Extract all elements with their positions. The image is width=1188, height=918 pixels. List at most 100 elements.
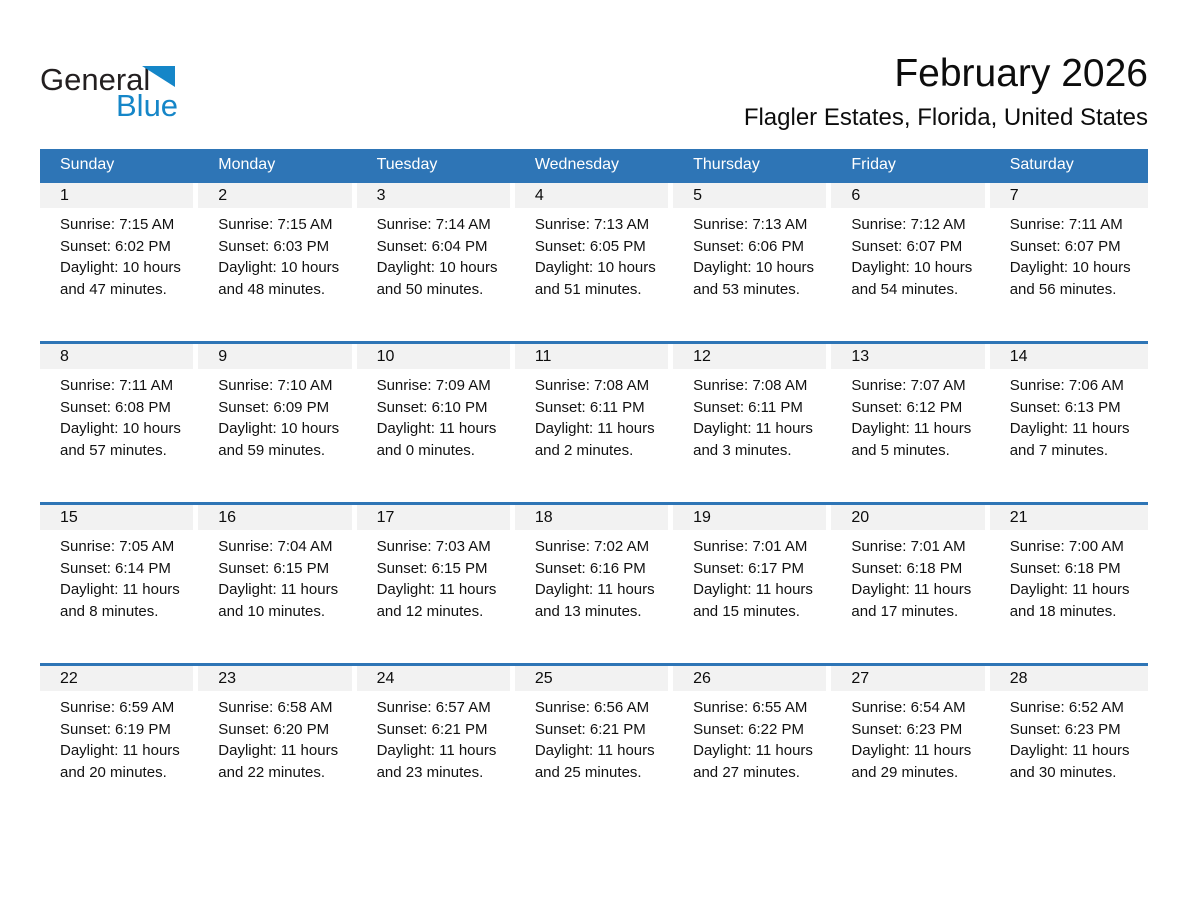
- week-row: 15 Sunrise: 7:05 AM Sunset: 6:14 PM Dayligh…: [40, 503, 1148, 665]
- weekday-header-row: Sunday Monday Tuesday Wednesday Thursday Frid…: [40, 149, 1148, 182]
- sunset-text: Sunset: 6:23 PM: [1009, 720, 1121, 738]
- weekday-header-saturday: Saturday: [989, 149, 1148, 182]
- sunset-text: Sunset: 6:07 PM: [1009, 237, 1121, 255]
- daylight-minutes-text: and 54 minutes.: [851, 280, 959, 298]
- day-number: 16: [198, 505, 352, 530]
- daylight-minutes-text: and 5 minutes.: [851, 441, 950, 459]
- daylight-minutes-text: and 53 minutes.: [693, 280, 800, 298]
- day-info: Sunrise: 7:10 AM Sunset: 6:09 PM Daylight:…: [198, 369, 356, 461]
- day-number: 8: [40, 344, 194, 369]
- day-info: Sunrise: 7:09 AM Sunset: 6:10 PM Daylight:…: [357, 369, 515, 461]
- day-cell-4: 4 Sunrise: 7:13 AM Sunset: 6:05 PM Daylight…: [514, 182, 673, 343]
- daylight-hours-text: Daylight: 11 hours: [1009, 581, 1130, 598]
- title-block: February 2026 Flagler Estates, Florida, …: [260, 52, 1148, 131]
- daylight-hours-text: Daylight: 11 hours: [693, 581, 813, 598]
- daylight-minutes-text: and 0 minutes.: [376, 441, 475, 459]
- sunrise-text: Sunrise: 6:56 AM: [534, 699, 650, 716]
- day-cell-1: 1 Sunrise: 7:15 AM Sunset: 6:02 PM Daylight…: [40, 182, 198, 343]
- logo-text-blue: Blue: [116, 88, 179, 123]
- daylight-hours-text: Daylight: 10 hours: [534, 259, 656, 276]
- daylight-hours-text: Daylight: 11 hours: [218, 742, 339, 759]
- sunrise-text: Sunrise: 7:08 AM: [693, 377, 808, 394]
- day-info: Sunrise: 6:56 AM Sunset: 6:21 PM Daylight:…: [515, 691, 673, 783]
- daylight-minutes-text: and 56 minutes.: [1009, 280, 1117, 298]
- sunrise-text: Sunrise: 6:54 AM: [851, 699, 966, 716]
- sunrise-text: Sunrise: 7:00 AM: [1009, 538, 1124, 555]
- sunset-text: Sunset: 6:18 PM: [1009, 559, 1121, 577]
- daylight-hours-text: Daylight: 11 hours: [851, 420, 972, 437]
- day-cell-21: 21 Sunrise: 7:00 AM Sunset: 6:18 PM Dayligh…: [989, 504, 1148, 665]
- weekday-header-monday: Monday: [198, 149, 357, 182]
- daylight-minutes-text: and 2 minutes.: [534, 441, 634, 459]
- day-info: Sunrise: 7:01 AM Sunset: 6:17 PM Daylight:…: [673, 530, 831, 622]
- sunrise-text: Sunrise: 7:15 AM: [60, 216, 175, 233]
- daylight-minutes-text: and 23 minutes.: [376, 763, 484, 781]
- page-title: February 2026: [894, 52, 1148, 95]
- daylight-hours-text: Daylight: 11 hours: [534, 581, 655, 598]
- day-info: Sunrise: 7:06 AM Sunset: 6:13 PM Daylight:…: [990, 369, 1148, 461]
- sunset-text: Sunset: 6:22 PM: [693, 720, 805, 738]
- day-cell-8: 8 Sunrise: 7:11 AM Sunset: 6:08 PM Daylight…: [40, 343, 198, 504]
- sunrise-text: Sunrise: 7:01 AM: [693, 538, 808, 555]
- day-number: 21: [989, 505, 1148, 530]
- sunset-text: Sunset: 6:23 PM: [851, 720, 963, 738]
- daylight-hours-text: Daylight: 11 hours: [1009, 420, 1130, 437]
- day-info: Sunrise: 7:08 AM Sunset: 6:11 PM Daylight:…: [673, 369, 831, 461]
- sunrise-text: Sunrise: 6:57 AM: [376, 699, 491, 716]
- day-info: Sunrise: 7:15 AM Sunset: 6:02 PM Daylight:…: [40, 208, 198, 300]
- sunrise-text: Sunrise: 7:12 AM: [851, 216, 966, 233]
- sunset-text: Sunset: 6:07 PM: [851, 237, 963, 255]
- daylight-minutes-text: and 27 minutes.: [693, 763, 800, 781]
- day-cell-12: 12 Sunrise: 7:08 AM Sunset: 6:11 PM Dayligh…: [673, 343, 831, 504]
- day-cell-14: 14 Sunrise: 7:06 AM Sunset: 6:13 PM Dayligh…: [989, 343, 1148, 504]
- day-number: 20: [831, 505, 985, 530]
- day-info: Sunrise: 7:01 AM Sunset: 6:18 PM Daylight:…: [831, 530, 989, 622]
- sunset-text: Sunset: 6:04 PM: [376, 237, 488, 255]
- day-number: 9: [198, 344, 352, 369]
- daylight-minutes-text: and 12 minutes.: [376, 602, 484, 620]
- day-number: 5: [673, 183, 827, 208]
- day-cell-19: 19 Sunrise: 7:01 AM Sunset: 6:17 PM Dayligh…: [673, 504, 831, 665]
- sunset-text: Sunset: 6:15 PM: [218, 559, 330, 577]
- day-cell-20: 20 Sunrise: 7:01 AM Sunset: 6:18 PM Dayligh…: [831, 504, 989, 665]
- day-info: Sunrise: 7:14 AM Sunset: 6:04 PM Daylight:…: [357, 208, 515, 300]
- day-number: 3: [356, 183, 510, 208]
- day-cell-3: 3 Sunrise: 7:14 AM Sunset: 6:04 PM Daylight…: [356, 182, 515, 343]
- sunrise-text: Sunrise: 7:13 AM: [693, 216, 808, 233]
- daylight-minutes-text: and 20 minutes.: [60, 763, 167, 781]
- page-subtitle: Flagler Estates, Florida, United States: [743, 103, 1148, 131]
- weekday-header-thursday: Thursday: [673, 149, 832, 182]
- day-info: Sunrise: 7:02 AM Sunset: 6:16 PM Daylight:…: [515, 530, 673, 622]
- sunrise-text: Sunrise: 7:01 AM: [851, 538, 966, 555]
- day-cell-18: 18 Sunrise: 7:02 AM Sunset: 6:16 PM Dayligh…: [514, 504, 673, 665]
- daylight-minutes-text: and 29 minutes.: [851, 763, 959, 781]
- daylight-hours-text: Daylight: 10 hours: [693, 259, 815, 276]
- daylight-hours-text: Daylight: 10 hours: [218, 420, 340, 437]
- day-cell-27: 27 Sunrise: 6:54 AM Sunset: 6:23 PM Dayligh…: [831, 665, 989, 826]
- sunset-text: Sunset: 6:02 PM: [60, 237, 171, 255]
- weekday-header-tuesday: Tuesday: [356, 149, 515, 182]
- daylight-minutes-text: and 7 minutes.: [1009, 441, 1109, 459]
- day-info: Sunrise: 7:00 AM Sunset: 6:18 PM Daylight:…: [990, 530, 1148, 622]
- day-info: Sunrise: 7:11 AM Sunset: 6:08 PM Daylight:…: [40, 369, 198, 461]
- daylight-hours-text: Daylight: 11 hours: [534, 742, 655, 759]
- sunset-text: Sunset: 6:15 PM: [376, 559, 488, 577]
- daylight-hours-text: Daylight: 11 hours: [1009, 742, 1130, 759]
- daylight-hours-text: Daylight: 11 hours: [534, 420, 655, 437]
- sunset-text: Sunset: 6:21 PM: [534, 720, 646, 738]
- sunrise-text: Sunrise: 7:05 AM: [60, 538, 175, 555]
- day-number: 19: [673, 505, 827, 530]
- daylight-minutes-text: and 51 minutes.: [534, 280, 642, 298]
- daylight-minutes-text: and 47 minutes.: [60, 280, 167, 298]
- daylight-hours-text: Daylight: 10 hours: [218, 259, 340, 276]
- day-info: Sunrise: 6:55 AM Sunset: 6:22 PM Daylight:…: [673, 691, 831, 783]
- day-cell-9: 9 Sunrise: 7:10 AM Sunset: 6:09 PM Daylight…: [198, 343, 356, 504]
- week-row: 22 Sunrise: 6:59 AM Sunset: 6:19 PM Dayligh…: [40, 664, 1148, 826]
- day-info: Sunrise: 7:12 AM Sunset: 6:07 PM Daylight:…: [831, 208, 989, 300]
- daylight-hours-text: Daylight: 11 hours: [376, 420, 497, 437]
- day-number: 7: [989, 183, 1148, 208]
- day-number: 4: [514, 183, 669, 208]
- day-info: Sunrise: 7:08 AM Sunset: 6:11 PM Daylight:…: [515, 369, 673, 461]
- general-blue-logo: General Blue: [40, 62, 260, 134]
